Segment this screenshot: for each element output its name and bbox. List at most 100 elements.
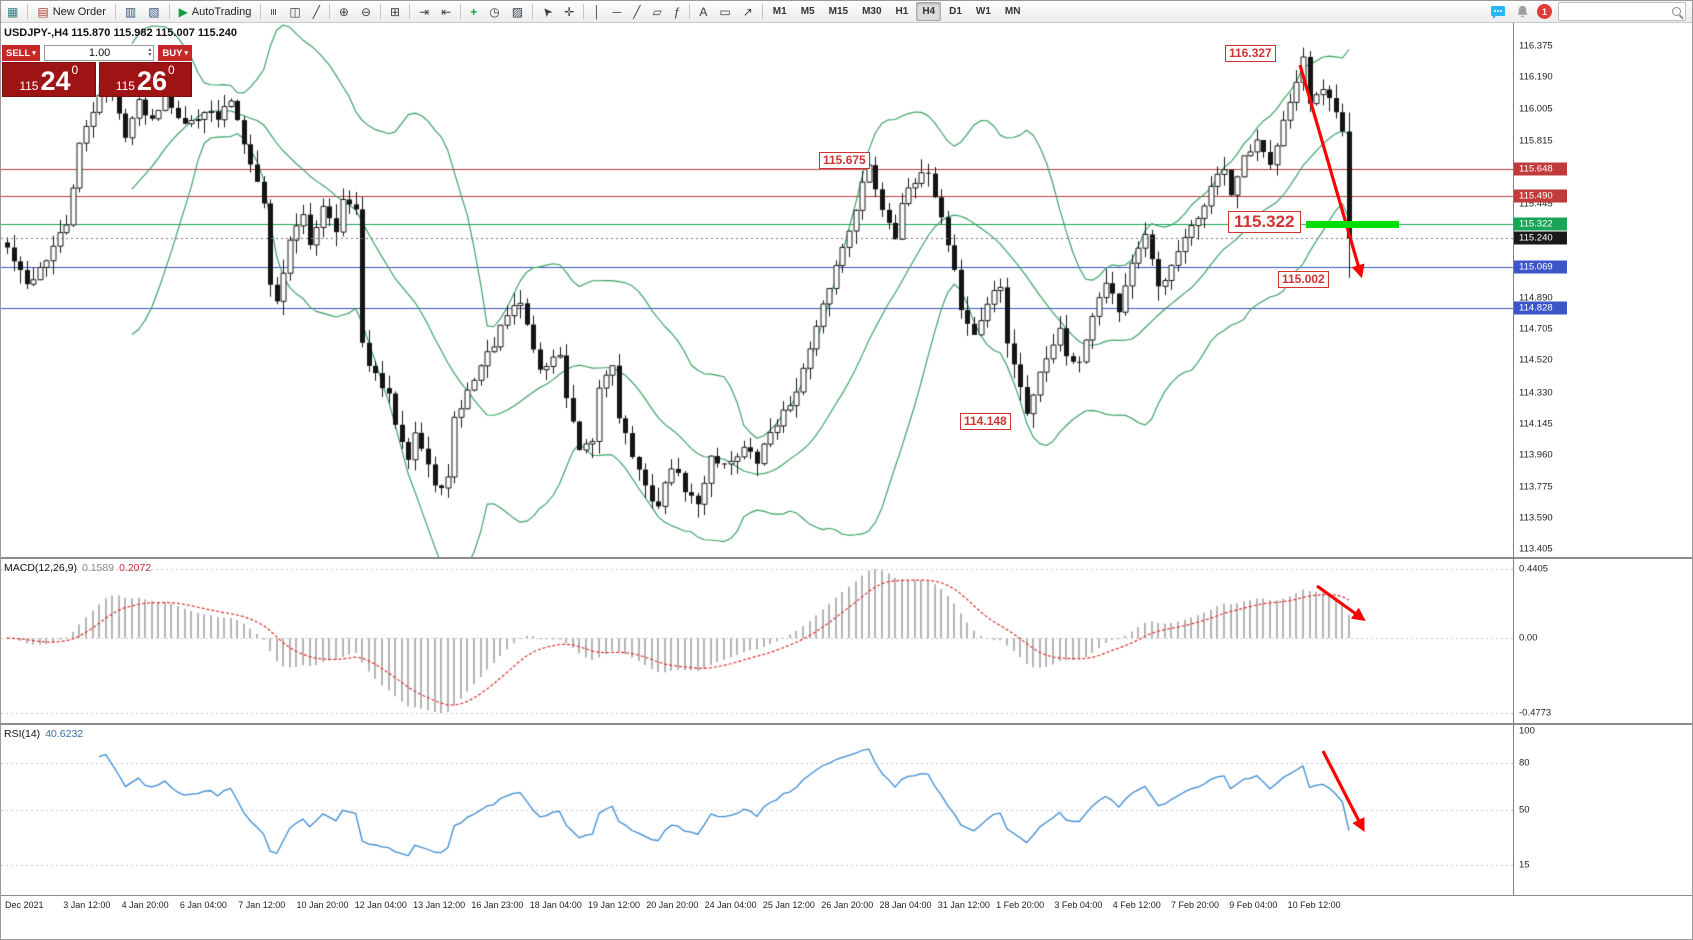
macd-name: MACD(12,26,9) bbox=[4, 562, 77, 574]
macd-tick: 0.4405 bbox=[1519, 563, 1549, 575]
trendline-icon[interactable]: ╱ bbox=[628, 2, 645, 21]
toolbar-group-zoom: ⊕ ⊖ bbox=[333, 1, 377, 23]
channel-icon[interactable]: ▱ bbox=[647, 2, 666, 21]
sell-price-prefix: 115 bbox=[19, 79, 39, 93]
volume-stepper[interactable]: 1.00 ▴ ▾ bbox=[43, 45, 155, 61]
panel-separator[interactable] bbox=[1, 557, 1692, 559]
timeframe-h4[interactable]: H4 bbox=[916, 2, 942, 21]
candles-chart-icon[interactable]: ◫ bbox=[284, 2, 305, 21]
time-axis-label: 31 Jan 12:00 bbox=[937, 900, 990, 910]
crosshair-icon[interactable]: ✛ bbox=[559, 2, 579, 21]
text-icon[interactable]: A bbox=[694, 2, 712, 21]
toolbar-separator bbox=[27, 4, 29, 19]
rsi-tick: 100 bbox=[1519, 725, 1535, 737]
timeframe-m30[interactable]: M30 bbox=[856, 2, 887, 21]
price-tick: 114.145 bbox=[1519, 418, 1553, 430]
horizontal-line-icon[interactable]: ─ bbox=[608, 2, 627, 21]
indicators-icon[interactable]: + bbox=[465, 2, 482, 21]
auto-scroll-icon[interactable]: ⇥ bbox=[414, 2, 434, 21]
sell-price-button[interactable]: 115 24 0 bbox=[2, 62, 96, 97]
buy-button[interactable]: BUY ▾ bbox=[158, 45, 192, 61]
toolbar-separator bbox=[761, 4, 763, 19]
zoom-in-icon[interactable]: ⊕ bbox=[334, 2, 354, 21]
time-axis-label: 13 Jan 12:00 bbox=[413, 900, 466, 910]
main-toolbar: ▦ ▤ New Order ▥ ▧ ▶ AutoTrading ≡ ◫ ╱ ⊕ ⊖ ⊞ ⇥ ⇤ + ◷ ▨ ➤ ✛ │ ─… bbox=[1, 1, 1692, 23]
periods-icon[interactable]: ◷ bbox=[484, 2, 504, 21]
timeframe-mn[interactable]: MN bbox=[999, 2, 1027, 21]
price-axis-border bbox=[1513, 23, 1514, 895]
time-axis-label: 3 Jan 12:00 bbox=[63, 900, 111, 910]
toolbar-separator bbox=[460, 4, 462, 19]
macd-axis[interactable]: 0.4405 0.00 -0.4773 bbox=[1514, 559, 1692, 723]
price-tick: 116.005 bbox=[1519, 103, 1553, 115]
cursor-icon[interactable]: ➤ bbox=[538, 3, 556, 20]
search-input[interactable] bbox=[1563, 5, 1668, 18]
price-tick: 114.705 bbox=[1519, 323, 1553, 335]
chart-ohlc-title: USDJPY-,H4 115.870 115.982 115.007 115.2… bbox=[4, 27, 238, 39]
fibonacci-icon[interactable]: ƒ bbox=[669, 2, 686, 21]
price-tick: 113.775 bbox=[1519, 481, 1553, 493]
timeframe-m15[interactable]: M15 bbox=[823, 2, 854, 21]
tile-windows-icon[interactable]: ⊞ bbox=[385, 2, 405, 21]
vertical-line-icon[interactable]: │ bbox=[588, 2, 606, 21]
toolbar-separator bbox=[328, 4, 330, 19]
timeframe-toolbar: M1 M5 M15 M30 H1 H4 D1 W1 MN bbox=[766, 1, 1028, 23]
macd-panel-canvas[interactable] bbox=[1, 559, 1513, 723]
volume-down-arrow[interactable]: ▾ bbox=[148, 52, 152, 58]
timeframe-m1[interactable]: M1 bbox=[767, 2, 793, 21]
toolbar-group-pointer: ➤ ✛ bbox=[536, 1, 580, 23]
toolbar-group-arrange: ⊞ bbox=[384, 1, 406, 23]
volume-up-arrow[interactable]: ▴ bbox=[148, 47, 152, 53]
time-axis-label: 6 Jan 04:00 bbox=[179, 900, 227, 910]
price-tick: 114.330 bbox=[1519, 387, 1553, 399]
price-tick: 113.405 bbox=[1519, 543, 1553, 555]
price-axis[interactable]: 116.375 116.190 116.005 115.815 115.445 114.8… bbox=[1514, 23, 1692, 557]
autotrading-button[interactable]: ▶ AutoTrading bbox=[174, 2, 257, 21]
time-axis-label: 7 Jan 12:00 bbox=[238, 900, 286, 910]
search-icon[interactable] bbox=[1672, 7, 1681, 16]
time-axis-label: 3 Feb 04:00 bbox=[1054, 900, 1103, 910]
sell-button[interactable]: SELL ▾ bbox=[2, 45, 40, 61]
price-tick: 113.590 bbox=[1519, 512, 1553, 524]
price-tick: 113.960 bbox=[1519, 449, 1553, 461]
chart-shift-icon[interactable]: ⇤ bbox=[436, 2, 456, 21]
rsi-panel-canvas[interactable] bbox=[1, 725, 1513, 895]
time-axis[interactable]: Dec 2021 3 Jan 12:00 4 Jan 20:00 6 Jan 04:0… bbox=[1, 895, 1692, 920]
chevron-down-icon: ▾ bbox=[184, 50, 188, 57]
rsi-name: RSI(14) bbox=[4, 728, 41, 740]
timeframe-d1[interactable]: D1 bbox=[943, 2, 968, 21]
time-axis-label: 10 Jan 20:00 bbox=[296, 900, 349, 910]
bars-chart-icon[interactable]: ≡ bbox=[265, 2, 282, 21]
price-tick: 115.815 bbox=[1519, 135, 1553, 147]
buy-price-button[interactable]: 115 26 0 bbox=[98, 62, 192, 97]
price-line-badge: 114.828 bbox=[1514, 301, 1567, 315]
label-icon[interactable]: ▭ bbox=[714, 2, 735, 21]
toolbar-group-chart-types: ≡ ◫ ╱ bbox=[264, 1, 326, 23]
toolbar-group-charts: ▥ ▧ bbox=[119, 1, 166, 23]
main-chart-canvas[interactable] bbox=[1, 23, 1513, 557]
price-tick: 114.890 bbox=[1519, 292, 1553, 304]
chart-profiles-icon[interactable]: ▧ bbox=[143, 2, 164, 21]
price-tick: 114.520 bbox=[1519, 354, 1553, 366]
time-axis-label: 26 Jan 20:00 bbox=[821, 900, 874, 910]
toolbar-group-insert: + ◷ ▨ bbox=[464, 1, 529, 23]
timeframe-w1[interactable]: W1 bbox=[970, 2, 997, 21]
new-order-button[interactable]: ▤ New Order bbox=[32, 2, 111, 21]
toolbar-separator bbox=[532, 4, 534, 19]
panel-separator[interactable] bbox=[1, 723, 1692, 725]
bell-icon[interactable] bbox=[1513, 3, 1531, 21]
zoom-out-icon[interactable]: ⊖ bbox=[356, 2, 376, 21]
chart-window-icon[interactable]: ▦ bbox=[2, 2, 23, 21]
chat-icon[interactable] bbox=[1489, 3, 1507, 21]
templates-icon[interactable]: ▨ bbox=[507, 2, 528, 21]
arrows-icon[interactable]: ↗ bbox=[738, 2, 758, 21]
toolbar-group-scroll: ⇥ ⇤ bbox=[413, 1, 457, 23]
new-chart-icon[interactable]: ▥ bbox=[120, 2, 141, 21]
rsi-axis[interactable]: 100 80 50 15 bbox=[1514, 725, 1692, 895]
rsi-indicator-label: RSI(14) 40.6232 bbox=[4, 728, 83, 740]
timeframe-h1[interactable]: H1 bbox=[890, 2, 915, 21]
line-chart-icon[interactable]: ╱ bbox=[308, 2, 325, 21]
timeframe-m5[interactable]: M5 bbox=[795, 2, 821, 21]
notification-badge[interactable]: 1 bbox=[1537, 4, 1552, 19]
time-axis-label: 18 Jan 04:00 bbox=[529, 900, 582, 910]
